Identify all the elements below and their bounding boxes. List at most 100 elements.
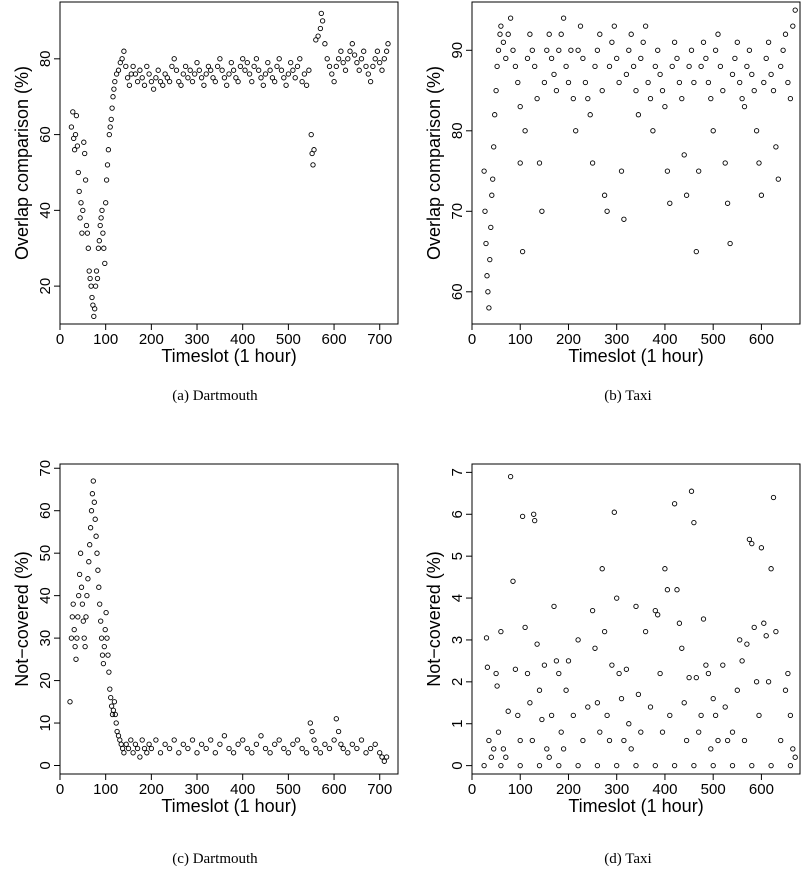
- data-point: [524, 55, 531, 62]
- data-point: [483, 635, 490, 641]
- data-point: [70, 109, 76, 115]
- data-point: [173, 67, 180, 73]
- data-point: [573, 128, 579, 134]
- data-point: [157, 750, 164, 756]
- y-tick-label: 90: [449, 42, 466, 59]
- data-point: [84, 592, 90, 599]
- data-point: [308, 131, 314, 138]
- data-point: [720, 87, 726, 94]
- y-tick-label: 5: [449, 552, 466, 560]
- data-point: [121, 48, 127, 54]
- data-point: [662, 566, 668, 572]
- data-point: [224, 82, 230, 88]
- data-point: [134, 745, 141, 752]
- data-point: [749, 71, 755, 78]
- data-point: [107, 124, 113, 130]
- data-point: [780, 47, 786, 53]
- data-point: [507, 15, 514, 21]
- data-point: [640, 39, 646, 45]
- data-point: [570, 712, 576, 719]
- data-point: [688, 488, 695, 494]
- data-point: [219, 67, 225, 73]
- data-points: [68, 10, 391, 320]
- data-point: [137, 67, 143, 73]
- data-point: [367, 745, 374, 752]
- data-point: [635, 112, 642, 118]
- data-point: [592, 645, 598, 651]
- data-point: [110, 707, 117, 713]
- data-point: [541, 662, 548, 668]
- data-point: [91, 313, 97, 320]
- data-point: [667, 200, 673, 206]
- data-point: [235, 78, 241, 85]
- data-point: [139, 737, 145, 743]
- data-point: [507, 473, 514, 480]
- data-point: [303, 82, 310, 88]
- data-points: [67, 478, 390, 764]
- data-point: [703, 55, 709, 62]
- data-point: [345, 56, 351, 62]
- data-point: [370, 63, 376, 70]
- y-tick-label: 70: [37, 460, 54, 477]
- data-point: [751, 87, 757, 94]
- data-point: [667, 712, 673, 719]
- data-point: [349, 41, 355, 47]
- data-point: [253, 56, 260, 62]
- data-point: [746, 47, 753, 53]
- data-point: [553, 658, 560, 664]
- data-point: [548, 55, 555, 62]
- data-point: [758, 192, 765, 198]
- data-point: [80, 618, 86, 624]
- data-point: [358, 56, 365, 62]
- y-axis-label: Overlap comparison (%): [12, 66, 32, 260]
- data-point: [539, 716, 545, 723]
- data-point: [558, 729, 564, 735]
- data-point: [582, 79, 589, 86]
- data-point: [489, 192, 495, 198]
- data-point: [491, 144, 497, 150]
- data-point: [546, 754, 552, 760]
- data-point: [189, 737, 196, 743]
- data-point: [580, 737, 586, 744]
- data-point: [517, 762, 523, 769]
- data-point: [253, 741, 260, 747]
- data-point: [185, 75, 191, 81]
- data-point: [294, 63, 301, 70]
- data-point: [82, 643, 88, 650]
- data-point: [258, 733, 264, 739]
- data-point: [698, 63, 704, 70]
- data-point: [491, 746, 497, 752]
- caption-b: (b) Taxi: [604, 388, 652, 404]
- data-point: [178, 82, 184, 88]
- data-point: [486, 305, 492, 311]
- data-point: [240, 737, 246, 743]
- data-point: [326, 63, 333, 70]
- data-point: [621, 216, 627, 222]
- data-point: [285, 750, 292, 756]
- data-point: [115, 733, 122, 739]
- data-point: [68, 635, 75, 641]
- data-point: [580, 55, 586, 62]
- data-point: [703, 662, 709, 668]
- data-point: [292, 75, 298, 81]
- data-point: [71, 626, 77, 633]
- data-point: [681, 152, 687, 158]
- data-point: [485, 289, 491, 295]
- data-point: [365, 71, 371, 77]
- data-point: [601, 628, 608, 635]
- data-point: [246, 71, 253, 77]
- data-point: [614, 762, 620, 769]
- data-point: [82, 177, 89, 183]
- data-point: [529, 47, 535, 53]
- data-point: [686, 63, 692, 70]
- data-point: [734, 687, 740, 693]
- y-tick-label: 20: [37, 278, 54, 295]
- data-point: [125, 745, 132, 752]
- data-point: [81, 635, 87, 641]
- data-point: [659, 729, 666, 735]
- data-point: [498, 23, 504, 29]
- data-point: [94, 275, 101, 282]
- data-point: [522, 624, 528, 631]
- data-point: [494, 683, 500, 689]
- data-point: [108, 703, 115, 709]
